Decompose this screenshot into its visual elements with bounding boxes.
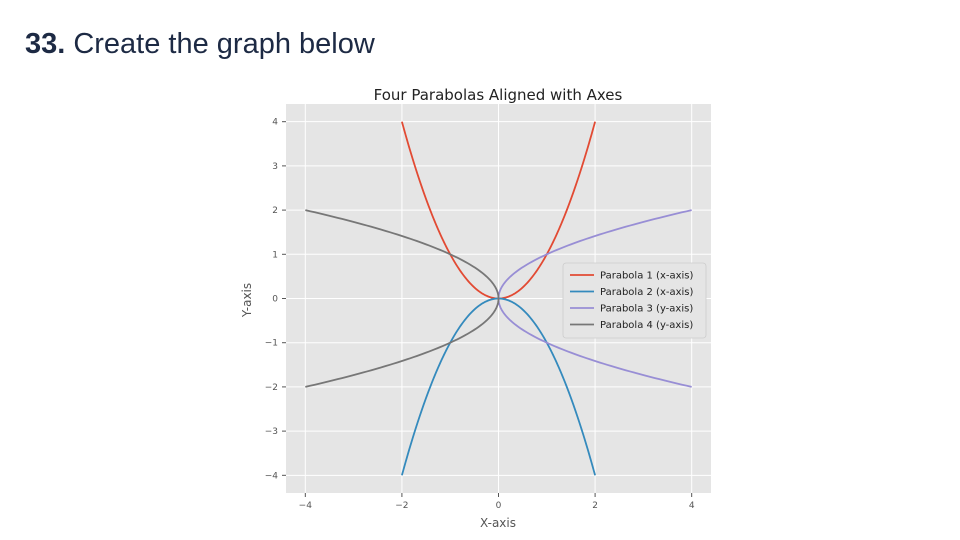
series-line-parabola-4 [305,209,500,388]
x-tick-label: 4 [689,501,695,511]
legend-label: Parabola 4 (y-axis) [600,320,693,331]
y-tick-label: −1 [265,339,278,349]
x-tick-label: −4 [299,501,313,511]
x-tick-label: 0 [496,501,502,511]
legend-label: Parabola 1 (x-axis) [600,271,694,282]
question-heading: 33. Create the graph below [25,24,725,64]
y-tick-label: −2 [265,383,278,393]
question-text: Create the graph below [73,28,375,60]
y-tick-label: −3 [265,427,278,437]
question-number: 33. [25,28,66,60]
y-tick-label: 1 [272,250,278,260]
x-axis-label: X-axis [480,516,516,530]
y-tick-label: 0 [272,295,278,305]
legend-box [562,262,707,339]
x-tick-label: −2 [395,501,408,511]
legend-label: Parabola 2 (x-axis) [600,287,694,298]
x-tick-label: 2 [592,501,598,511]
y-tick-label: 3 [272,162,278,172]
axis-ticks: −4 −2 0 2 4 −4 −3 −2 −1 0 1 2 3 4 [265,118,695,511]
series-lines [305,121,692,476]
y-axis-label: Y-axis [240,283,254,318]
y-tick-label: 4 [272,118,278,128]
legend: Parabola 1 (x-axis) Parabola 2 (x-axis) Pa… [562,262,707,339]
legend-label: Parabola 3 (y-axis) [600,304,693,315]
y-tick-label: −4 [265,471,279,481]
y-tick-label: 2 [272,206,278,216]
chart-title: Four Parabolas Aligned with Axes [374,86,623,104]
